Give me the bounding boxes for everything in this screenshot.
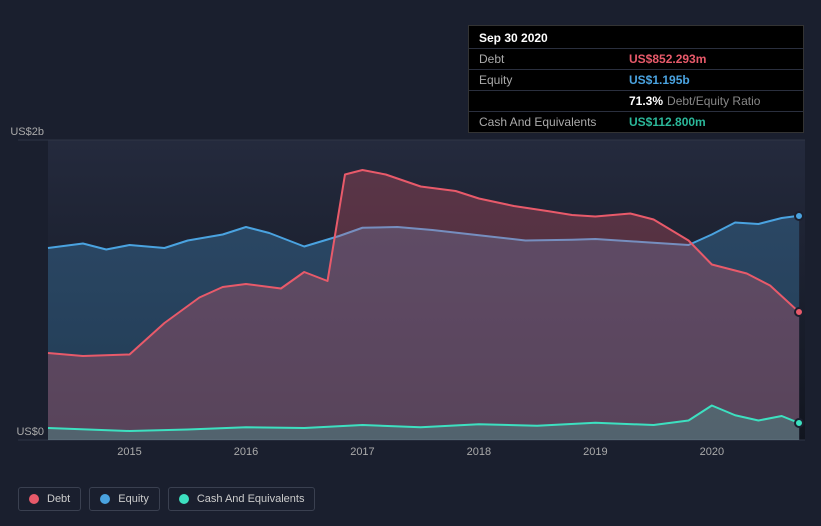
tooltip-row-label: Equity: [479, 73, 629, 87]
y-axis-label: US$2b: [10, 126, 44, 138]
series-end-marker: [794, 418, 804, 428]
tooltip-row: DebtUS$852.293m: [469, 49, 803, 70]
tooltip-row-value: US$112.800m: [629, 115, 706, 129]
x-axis-label: 2018: [467, 446, 491, 458]
x-axis-label: 2020: [700, 446, 724, 458]
chart-container: Sep 30 2020 DebtUS$852.293mEquityUS$1.19…: [0, 0, 821, 526]
y-axis-label: US$0: [16, 426, 44, 438]
legend-label: Cash And Equivalents: [197, 493, 305, 505]
legend-label: Equity: [118, 493, 149, 505]
x-axis-label: 2016: [234, 446, 258, 458]
series-end-marker: [794, 211, 804, 221]
legend-item-debt[interactable]: Debt: [18, 487, 81, 511]
legend-swatch: [100, 494, 110, 504]
tooltip-row-value: 71.3%Debt/Equity Ratio: [629, 94, 760, 108]
legend-label: Debt: [47, 493, 70, 505]
tooltip-row-value: US$852.293m: [629, 52, 706, 66]
tooltip-row: 71.3%Debt/Equity Ratio: [469, 91, 803, 112]
tooltip-row-label: Debt: [479, 52, 629, 66]
tooltip-date: Sep 30 2020: [469, 26, 803, 49]
x-axis-label: 2019: [583, 446, 607, 458]
chart-legend: Debt Equity Cash And Equivalents: [18, 487, 315, 511]
tooltip-row: Cash And EquivalentsUS$112.800m: [469, 112, 803, 132]
legend-swatch: [179, 494, 189, 504]
chart-tooltip: Sep 30 2020 DebtUS$852.293mEquityUS$1.19…: [468, 25, 804, 133]
legend-item-equity[interactable]: Equity: [89, 487, 160, 511]
tooltip-row-value: US$1.195b: [629, 73, 690, 87]
tooltip-row: EquityUS$1.195b: [469, 70, 803, 91]
x-axis-label: 2017: [350, 446, 374, 458]
tooltip-row-label: [479, 94, 629, 108]
x-axis-label: 2015: [117, 446, 141, 458]
tooltip-row-label: Cash And Equivalents: [479, 115, 629, 129]
series-end-marker: [794, 307, 804, 317]
legend-item-cash-and-equivalents[interactable]: Cash And Equivalents: [168, 487, 316, 511]
legend-swatch: [29, 494, 39, 504]
